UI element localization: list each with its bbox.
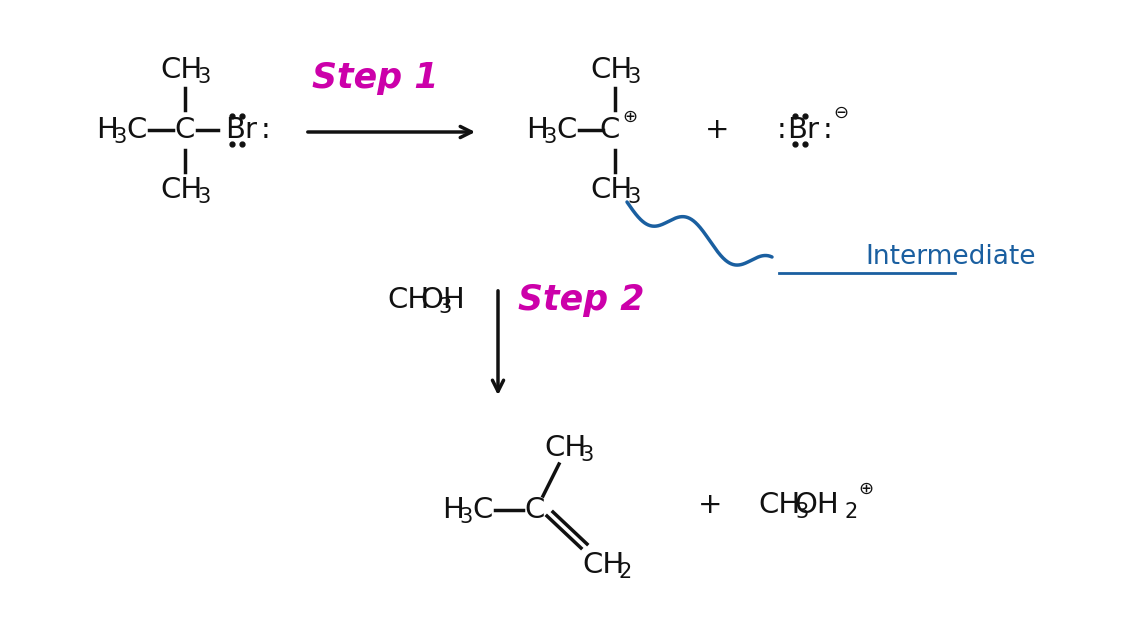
Text: 3: 3 [198,67,210,87]
Text: +: + [705,116,729,144]
Text: CH: CH [582,551,624,579]
Text: ⊕: ⊕ [623,108,637,126]
Text: CH: CH [160,56,203,84]
Text: CH: CH [544,434,586,462]
Text: CH: CH [591,176,633,204]
Text: CH: CH [388,286,431,314]
Text: ⊖: ⊖ [834,104,849,122]
Text: 3: 3 [113,127,127,147]
Text: +: + [697,491,722,519]
Text: H: H [442,496,464,524]
Text: OH: OH [794,491,840,519]
Text: 3: 3 [544,127,557,147]
Text: :: : [777,116,786,144]
Text: Step 1: Step 1 [312,61,438,95]
Text: 3: 3 [581,445,593,465]
Text: ⊕: ⊕ [859,480,873,498]
Text: 2: 2 [618,562,632,582]
Text: 3: 3 [198,187,210,207]
Text: H: H [527,116,548,144]
Text: 3: 3 [627,67,641,87]
Text: Step 2: Step 2 [518,283,644,317]
Text: CH: CH [591,56,633,84]
Text: CH: CH [759,491,801,519]
Text: Br: Br [225,116,257,144]
Text: C: C [524,496,545,524]
Text: H: H [96,116,118,144]
Text: 3: 3 [627,187,641,207]
Text: :: : [823,116,832,144]
Text: CH: CH [160,176,203,204]
Text: 3: 3 [438,297,452,317]
Text: Br: Br [786,116,819,144]
Text: C: C [472,496,493,524]
Text: OH: OH [420,286,466,314]
Text: :: : [260,116,270,144]
Text: C: C [175,116,195,144]
Text: C: C [600,116,620,144]
Text: C: C [557,116,577,144]
Text: 3: 3 [796,502,809,522]
Text: 3: 3 [460,507,472,527]
Text: C: C [127,116,147,144]
Text: 2: 2 [844,502,858,522]
Text: Intermediate: Intermediate [864,244,1035,270]
